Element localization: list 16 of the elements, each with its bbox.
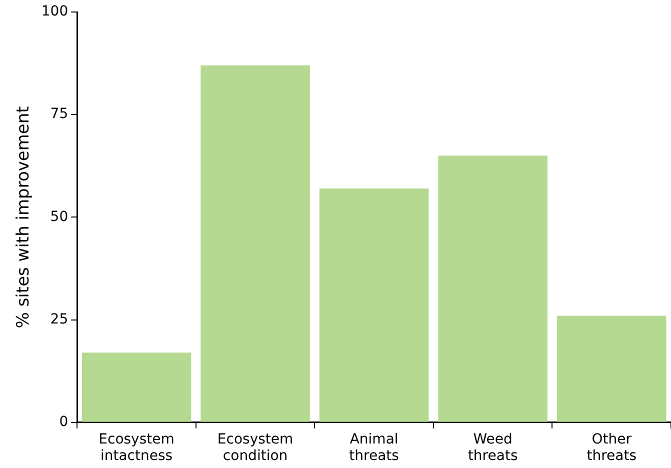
y-axis-title: % sites with improvement [14, 106, 34, 328]
bar [200, 65, 310, 422]
y-tick-label: 75 [50, 106, 68, 122]
bar [82, 352, 192, 422]
x-tick-label: Ecosystem condition [217, 431, 294, 464]
x-tick-label: Ecosystem intactness [98, 431, 174, 464]
x-tick-label: Animal threats [349, 431, 399, 464]
bar [319, 188, 429, 422]
bar [556, 316, 666, 422]
y-tick-label: 0 [59, 414, 68, 430]
y-tick-label: 50 [50, 208, 68, 225]
y-tick-label: 100 [41, 4, 68, 20]
y-tick-label: 25 [50, 311, 68, 328]
x-tick-label: Weed threats [468, 431, 518, 464]
bar [438, 156, 548, 422]
x-tick-label: Other threats [586, 431, 637, 464]
